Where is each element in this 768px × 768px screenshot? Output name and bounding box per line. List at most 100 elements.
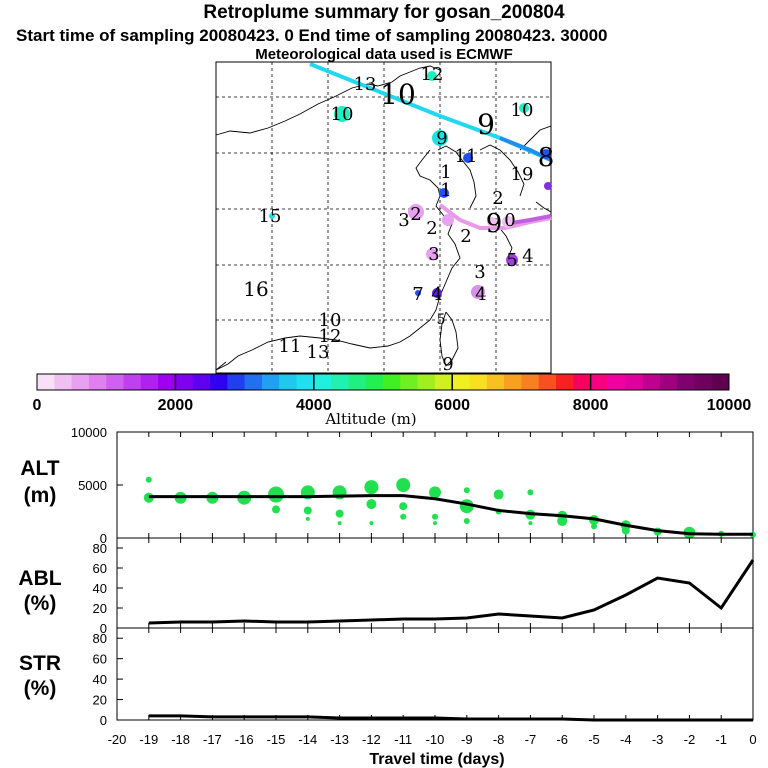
colorbar-swatch bbox=[573, 374, 591, 390]
x-axis-label: Travel time (days) bbox=[369, 751, 504, 768]
map-coastline bbox=[519, 125, 552, 151]
altitude-scatter-point bbox=[557, 516, 568, 527]
panel-line-abl bbox=[148, 559, 755, 625]
map-coastline bbox=[215, 149, 461, 371]
colorbar-swatch bbox=[556, 374, 574, 390]
colorbar-swatch bbox=[313, 374, 332, 390]
route-label: 3 bbox=[398, 210, 409, 231]
route-label: 2 bbox=[410, 204, 421, 225]
trajectory-cluster-dot bbox=[427, 71, 437, 81]
colorbar-tick-label: 10000 bbox=[707, 397, 752, 414]
trajectory-cluster-dot bbox=[334, 106, 350, 122]
meteorological-data-note: Meteorological data used is ECMWF bbox=[255, 46, 513, 63]
route-label: 10 bbox=[331, 104, 354, 125]
colorbar-tick-label: 6000 bbox=[434, 397, 470, 414]
trajectory-cluster-dot bbox=[439, 188, 449, 198]
altitude-scatter-point bbox=[305, 516, 310, 521]
trajectory-cluster-dot bbox=[415, 290, 421, 296]
colorbar-swatch bbox=[417, 374, 436, 390]
altitude-scatter-point bbox=[399, 502, 408, 511]
route-label: 2 bbox=[460, 226, 471, 247]
route-label: 12 bbox=[319, 326, 342, 347]
x-tick-label: -16 bbox=[235, 732, 254, 747]
y-tick-label: 80 bbox=[93, 541, 107, 556]
map-coastline bbox=[439, 311, 459, 367]
x-tick-label: -15 bbox=[267, 732, 286, 747]
panel-line-alt bbox=[148, 494, 753, 536]
altitude-scatter-point bbox=[493, 489, 504, 500]
altitude-scatter-point bbox=[272, 505, 280, 514]
route-label: 1 bbox=[440, 180, 451, 201]
colorbar-swatch bbox=[452, 374, 470, 390]
x-tick-label: -18 bbox=[171, 732, 190, 747]
route-label: 3 bbox=[428, 244, 439, 265]
y-tick-label: 10000 bbox=[71, 425, 107, 440]
altitude-scatter-point bbox=[364, 480, 379, 495]
x-tick-label: -20 bbox=[108, 732, 127, 747]
altitude-scatter-point bbox=[400, 513, 407, 520]
trajectory-cluster-dot bbox=[519, 103, 529, 113]
x-tick-label: -14 bbox=[298, 732, 317, 747]
map-coastline bbox=[215, 361, 227, 371]
colorbar-swatch bbox=[192, 374, 211, 390]
x-tick-label: -3 bbox=[652, 732, 664, 747]
colorbar-tick-label: 0 bbox=[33, 397, 42, 414]
altitude-scatter-point bbox=[145, 476, 152, 483]
route-label: 19 bbox=[511, 164, 534, 185]
route-label: 3 bbox=[474, 262, 485, 283]
altitude-scatter-point bbox=[366, 499, 377, 510]
map-coastline bbox=[479, 144, 525, 197]
colorbar-swatch bbox=[88, 374, 107, 390]
colorbar-swatch bbox=[140, 374, 159, 390]
route-label: 10 bbox=[511, 100, 534, 121]
route-label: 11 bbox=[279, 336, 302, 357]
altitude-scatter-point bbox=[268, 486, 284, 503]
trajectory-cluster-dot bbox=[432, 288, 442, 298]
colorbar-swatch bbox=[538, 374, 557, 390]
y-tick-label: 60 bbox=[93, 652, 107, 667]
colorbar-swatch bbox=[659, 374, 678, 390]
panel-ylabel-unit-str: (%) bbox=[24, 677, 57, 700]
x-tick-label: -10 bbox=[426, 732, 445, 747]
chart-title: Retroplume summary for gosan_200804 bbox=[203, 2, 565, 23]
route-label: 15 bbox=[259, 206, 282, 227]
colorbar-swatch bbox=[244, 374, 263, 390]
altitude-scatter-point bbox=[337, 521, 342, 526]
trajectory-cluster-dot bbox=[471, 285, 485, 299]
panel-frame-abl bbox=[116, 537, 754, 629]
altitude-scatter-point bbox=[528, 521, 533, 526]
altitude-scatter-point bbox=[369, 521, 374, 526]
y-tick-label: 0 bbox=[100, 713, 107, 728]
map-coastline bbox=[437, 145, 477, 209]
colorbar-swatch bbox=[348, 374, 367, 390]
route-label: 13 bbox=[307, 342, 330, 363]
y-tick-label: 0 bbox=[100, 621, 107, 636]
y-tick-label: 0 bbox=[100, 531, 107, 546]
colorbar-tick-label: 4000 bbox=[296, 397, 332, 414]
route-label: 5 bbox=[506, 250, 517, 271]
x-tick-label: -7 bbox=[525, 732, 537, 747]
route-label: 1 bbox=[440, 162, 451, 183]
altitude-scatter-point bbox=[429, 486, 441, 499]
sampling-time-subtitle: Start time of sampling 20080423. 0 End t… bbox=[16, 26, 608, 45]
colorbar-swatch bbox=[296, 374, 315, 390]
trajectory-cluster-dot bbox=[432, 130, 448, 146]
colorbar-swatch bbox=[711, 374, 730, 390]
colorbar-swatch bbox=[677, 374, 695, 390]
y-tick-label: 5000 bbox=[78, 478, 107, 493]
route-label: 16 bbox=[243, 277, 268, 301]
altitude-scatter-point bbox=[303, 506, 312, 515]
colorbar-tick-label: 8000 bbox=[573, 397, 609, 414]
trajectory-cluster-dot bbox=[502, 216, 514, 228]
altitude-scatter-point bbox=[432, 513, 438, 520]
x-tick-label: -12 bbox=[362, 732, 381, 747]
panel-ylabel-unit-abl: (%) bbox=[24, 592, 57, 615]
trajectory-cluster-dot bbox=[544, 182, 552, 190]
colorbar-swatch bbox=[469, 374, 488, 390]
route-label: 0 bbox=[504, 210, 515, 231]
altitude-scatter-point bbox=[621, 526, 630, 535]
trajectory-cluster-dot bbox=[408, 204, 424, 220]
map-coastline bbox=[377, 65, 441, 87]
colorbar-swatch bbox=[400, 374, 418, 390]
